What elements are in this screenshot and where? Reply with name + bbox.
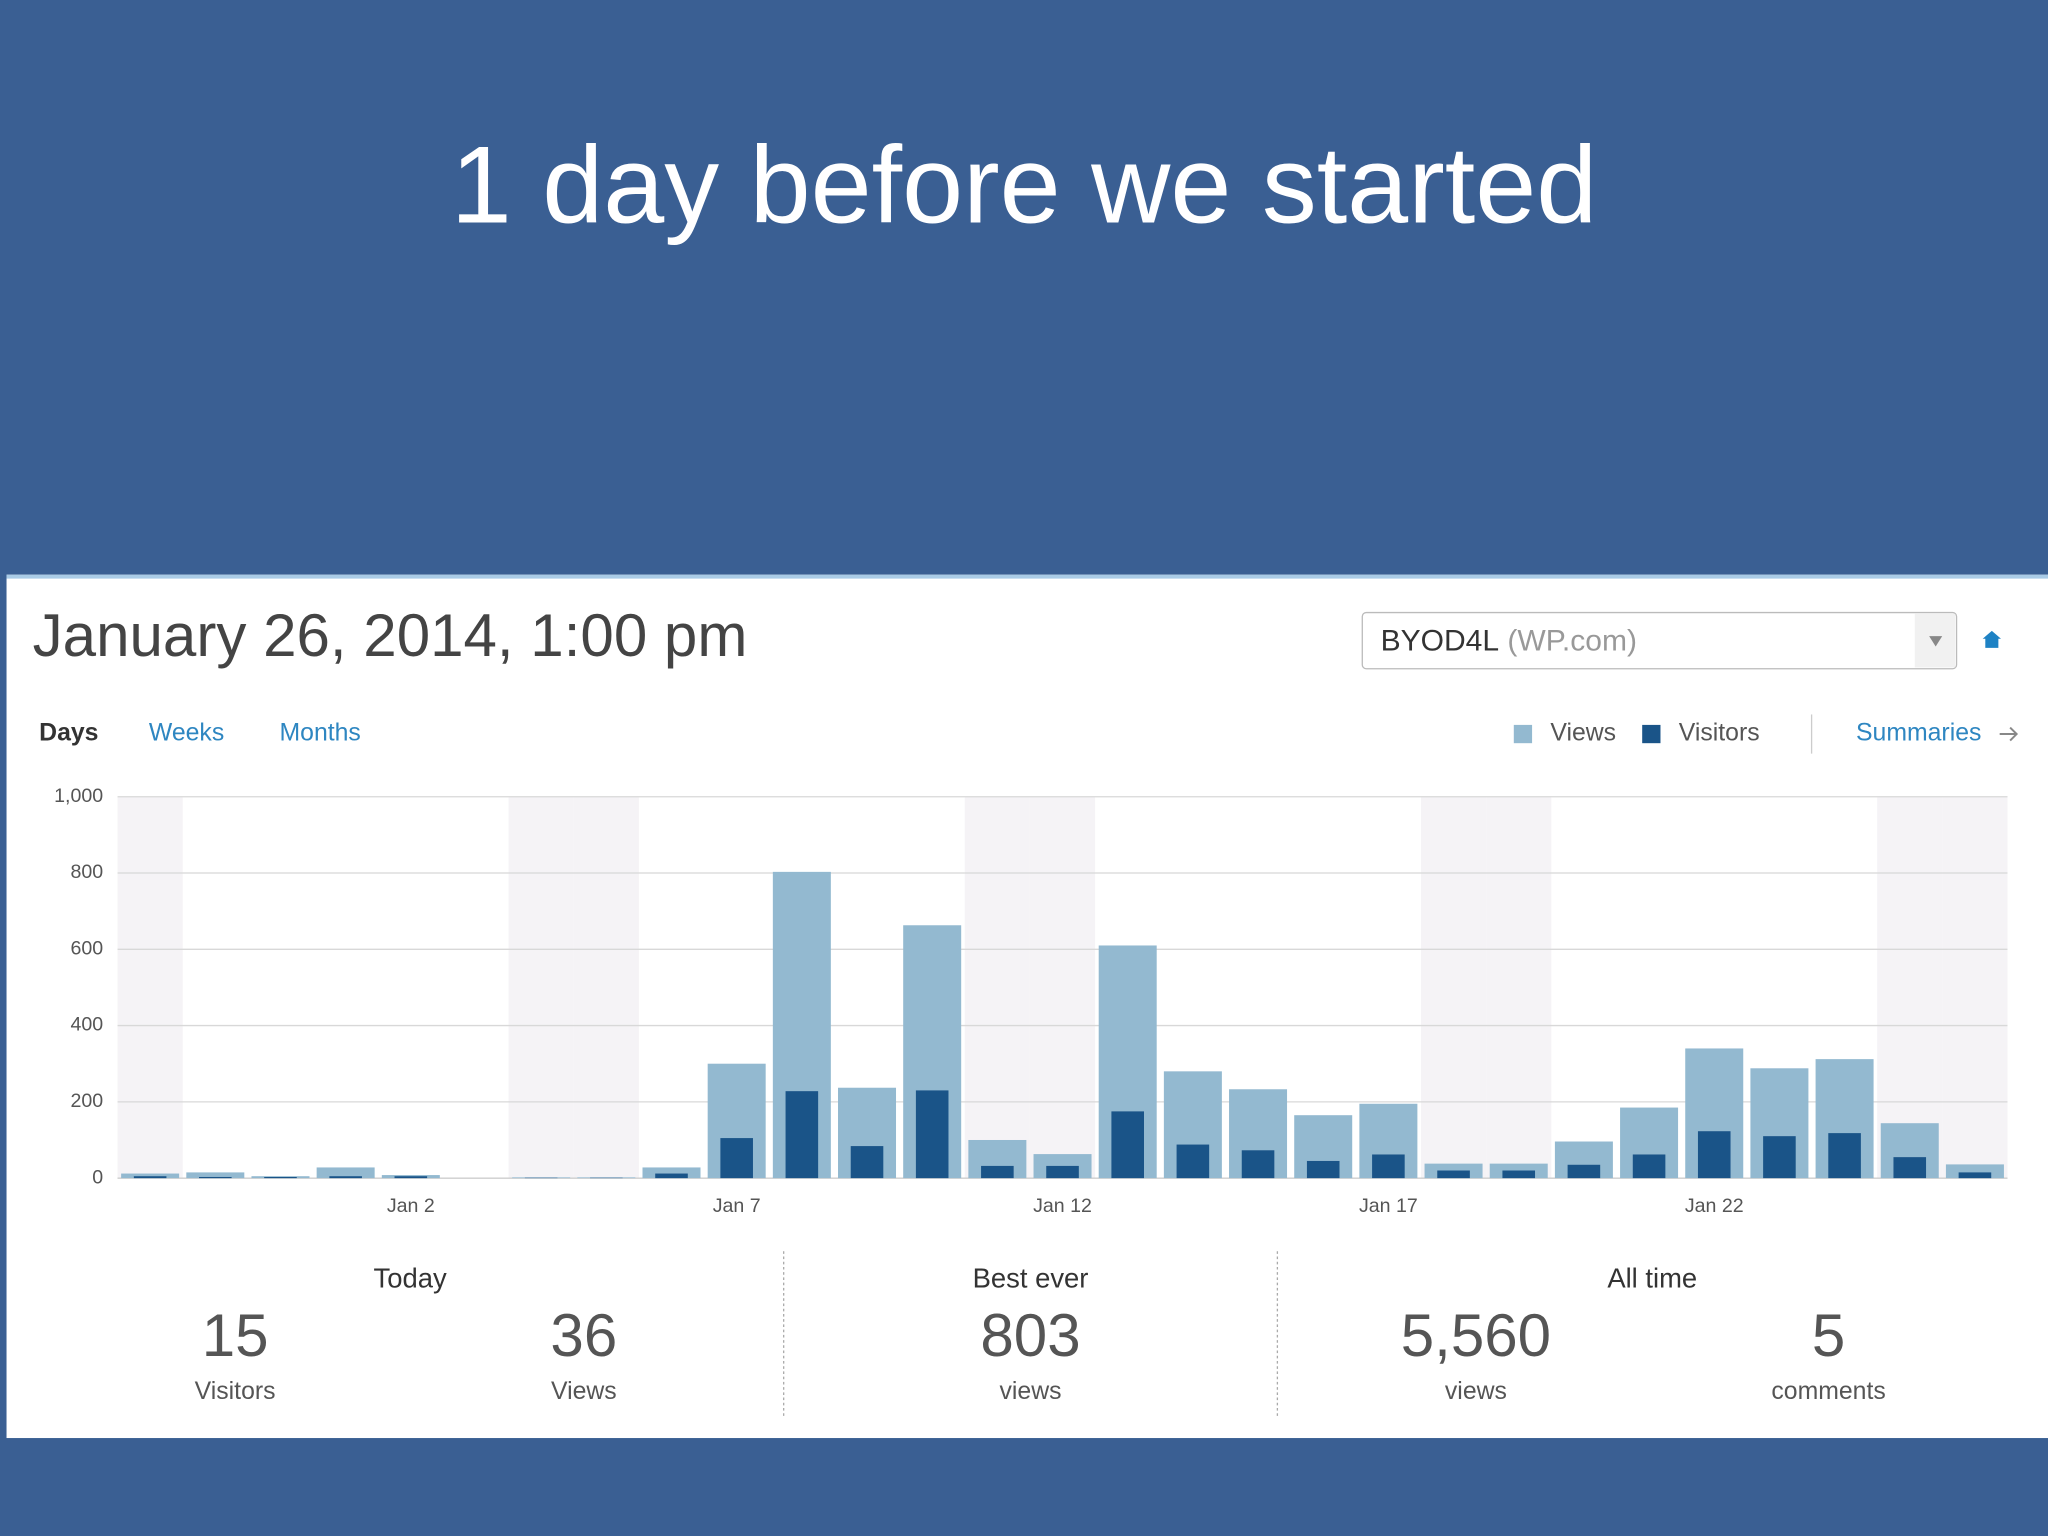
chart: 0 200 400 600 800 1,000 Jan 2 Jan 7 Jan 12 Jan 17… bbox=[54, 720, 2008, 1217]
bar bbox=[1958, 1172, 1992, 1179]
site-name-text: BYOD4L bbox=[1381, 625, 1500, 658]
bar bbox=[394, 1176, 428, 1179]
x-tick-label: Jan 2 bbox=[387, 1195, 435, 1217]
stat-label: Views bbox=[551, 1378, 617, 1405]
stats-best-ever: Best ever 803 views bbox=[973, 1262, 1089, 1405]
weekend-band bbox=[1029, 796, 1096, 1179]
y-tick-label: 0 bbox=[92, 1166, 103, 1188]
legend-swatch bbox=[1513, 724, 1533, 744]
bar bbox=[264, 1176, 297, 1179]
bar bbox=[1567, 1164, 1601, 1179]
y-tick-label: 600 bbox=[71, 937, 104, 959]
bar bbox=[915, 1090, 949, 1179]
bar bbox=[1502, 1170, 1536, 1179]
weekend-band bbox=[117, 796, 183, 1179]
stat-value: 36 bbox=[550, 1302, 617, 1369]
bar bbox=[199, 1176, 232, 1179]
stat-value: 803 bbox=[980, 1302, 1080, 1369]
select-arrow bbox=[1929, 636, 1943, 647]
summaries-arrow bbox=[1999, 726, 2019, 742]
weekend-band bbox=[1942, 796, 2008, 1179]
legend-label: Visitors bbox=[1679, 720, 1760, 747]
tab-months[interactable]: Months bbox=[280, 720, 361, 747]
y-tick-label: 400 bbox=[71, 1014, 104, 1036]
site-name: BYOD4L (WP.com) bbox=[1381, 625, 1637, 658]
x-tick-label: Jan 17 bbox=[1359, 1195, 1418, 1217]
bar bbox=[1241, 1150, 1275, 1179]
bar bbox=[1372, 1154, 1405, 1179]
weekend-band bbox=[1420, 796, 1487, 1179]
stat-heading: All time bbox=[1607, 1262, 1697, 1293]
bar bbox=[655, 1173, 688, 1179]
bar bbox=[329, 1176, 362, 1179]
bar bbox=[642, 1167, 701, 1179]
stat-label: comments bbox=[1771, 1378, 1885, 1405]
stats-all-time: All time 5,560 views 5 comments bbox=[1401, 1262, 1886, 1405]
date-heading: January 26, 2014, 1:00 pm bbox=[33, 602, 748, 669]
bar bbox=[133, 1176, 167, 1179]
site-suffix: (WP.com) bbox=[1507, 625, 1637, 658]
bar bbox=[1437, 1170, 1470, 1179]
bar bbox=[1306, 1160, 1340, 1179]
site-select[interactable] bbox=[1361, 611, 1958, 670]
bar bbox=[1763, 1136, 1796, 1179]
weekend-band bbox=[573, 796, 639, 1179]
stat-value: 5,560 bbox=[1401, 1302, 1551, 1369]
bar bbox=[1176, 1144, 1210, 1179]
bar bbox=[785, 1091, 819, 1179]
bar bbox=[1046, 1165, 1079, 1179]
stat-label: Visitors bbox=[195, 1378, 276, 1405]
x-tick-label: Jan 7 bbox=[713, 1195, 761, 1217]
tab-weeks[interactable]: Weeks bbox=[149, 720, 224, 747]
bar bbox=[850, 1146, 884, 1179]
stat-heading: Best ever bbox=[973, 1262, 1089, 1293]
bar bbox=[1697, 1131, 1731, 1179]
stats-today: Today 15 Visitors 36 Views bbox=[195, 1262, 618, 1405]
panel-border bbox=[6, 574, 2048, 579]
bar bbox=[1632, 1154, 1666, 1179]
bar bbox=[186, 1172, 245, 1179]
legend-swatch bbox=[1642, 724, 1661, 744]
bar bbox=[316, 1167, 375, 1179]
stat-label: views bbox=[1445, 1378, 1507, 1405]
bar bbox=[720, 1138, 753, 1179]
y-tick-label: 800 bbox=[71, 861, 104, 883]
y-tick-label: 1,000 bbox=[54, 785, 103, 807]
home-icon[interactable] bbox=[1982, 630, 2001, 648]
weekend-band bbox=[964, 796, 1030, 1179]
bar bbox=[121, 1173, 180, 1179]
x-tick-label: Jan 12 bbox=[1033, 1195, 1092, 1217]
bar bbox=[981, 1165, 1014, 1179]
summaries-link[interactable]: Summaries bbox=[1856, 720, 1981, 747]
tab-days[interactable]: Days bbox=[39, 720, 98, 747]
weekend-band bbox=[1877, 796, 1943, 1179]
weekend-band bbox=[1486, 796, 1552, 1179]
bar bbox=[1111, 1111, 1144, 1179]
stat-value: 15 bbox=[202, 1302, 269, 1369]
y-tick-label: 200 bbox=[71, 1090, 104, 1112]
bar bbox=[1828, 1133, 1861, 1179]
bar bbox=[1893, 1157, 1927, 1179]
stat-label: views bbox=[1000, 1378, 1062, 1405]
stat-value: 5 bbox=[1812, 1302, 1845, 1369]
slide-title: 1 day before we started bbox=[451, 124, 1597, 246]
x-tick-label: Jan 22 bbox=[1685, 1195, 1744, 1217]
stat-heading: Today bbox=[374, 1262, 447, 1293]
legend-label: Views bbox=[1550, 720, 1616, 747]
weekend-band bbox=[508, 796, 574, 1179]
